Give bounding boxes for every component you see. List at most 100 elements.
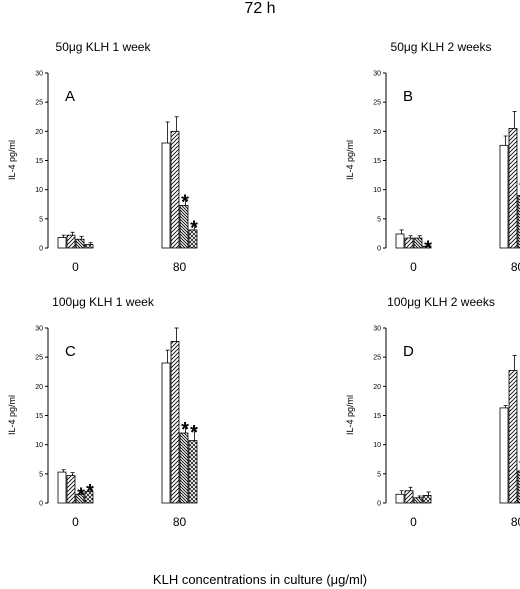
y-tick-label: 25 xyxy=(373,100,381,107)
x-tick-label: 0 xyxy=(410,515,417,529)
y-tick-label: 30 xyxy=(35,326,43,333)
bar xyxy=(499,407,509,504)
panel-label: C xyxy=(65,343,76,360)
x-ticks: 0 80 xyxy=(410,260,520,274)
y-tick-label: 25 xyxy=(373,355,381,362)
y-tick-label: 10 xyxy=(373,187,381,194)
y-tick-label: 30 xyxy=(373,71,381,78)
y-axis: 0 5 10 15 20 25 30 xyxy=(35,71,49,253)
y-tick-label: 20 xyxy=(35,129,43,136)
significance-marker: * xyxy=(424,238,432,260)
x-tick-label: 80 xyxy=(511,260,520,274)
y-tick-label: 15 xyxy=(373,158,381,165)
significance-marker: * xyxy=(181,192,189,214)
bar xyxy=(413,497,423,504)
bar xyxy=(508,370,518,504)
y-axis: 0 5 10 15 20 25 30 xyxy=(373,326,387,508)
x-tick-label: 80 xyxy=(173,515,187,529)
panel-label: A xyxy=(65,88,75,105)
panel-label: D xyxy=(403,343,414,360)
panel-label: B xyxy=(403,88,413,105)
y-tick-label: 5 xyxy=(39,216,43,223)
y-tick-label: 25 xyxy=(35,355,43,362)
bar xyxy=(179,205,189,249)
significance-marker: * xyxy=(86,481,94,503)
panel-title: 50μg KLH 1 week xyxy=(56,40,152,54)
x-tick-label: 0 xyxy=(410,260,417,274)
panel-title: 100μg KLH 1 week xyxy=(52,295,155,309)
y-tick-label: 0 xyxy=(377,246,381,253)
x-tick-label: 80 xyxy=(173,260,187,274)
y-tick-label: 20 xyxy=(373,384,381,391)
x-axis-label: KLH concentrations in culture (μg/ml) xyxy=(152,572,368,587)
bar xyxy=(75,238,85,249)
x-tick-label: 0 xyxy=(72,260,79,274)
bar xyxy=(404,490,414,504)
y-tick-label: 30 xyxy=(373,326,381,333)
y-axis-label: IL-4 pg/ml xyxy=(7,140,17,180)
bar xyxy=(57,237,67,249)
bar xyxy=(395,233,405,249)
bar xyxy=(413,237,423,249)
bar xyxy=(84,490,94,504)
significance-marker: * xyxy=(190,217,198,239)
bar xyxy=(395,493,405,504)
bar xyxy=(170,341,180,504)
y-tick-label: 15 xyxy=(35,413,43,420)
x-tick-label: 80 xyxy=(511,515,520,529)
panel-title: 50μg KLH 2 weeks xyxy=(391,40,492,54)
figure-title: 72 h xyxy=(244,0,276,17)
bar xyxy=(66,475,76,504)
y-tick-label: 30 xyxy=(35,71,43,78)
y-tick-label: 10 xyxy=(373,442,381,449)
x-ticks: 0 80 xyxy=(72,260,186,274)
panel-d: 100μg KLH 2 weeks D IL-4 pg/ml 0 5 10 15 20 2… xyxy=(345,295,520,529)
panel-b: 50μg KLH 2 weeks B IL-4 pg/ml 0 5 10 15 20 25… xyxy=(345,40,520,274)
y-axis-label: IL-4 pg/ml xyxy=(7,395,17,435)
y-tick-label: 15 xyxy=(373,413,381,420)
bar xyxy=(422,495,432,504)
bar xyxy=(161,142,171,249)
significance-marker: * xyxy=(181,419,189,441)
y-axis: 0 5 10 15 20 25 30 xyxy=(35,326,49,508)
significance-marker: * xyxy=(77,485,85,507)
y-tick-label: 10 xyxy=(35,187,43,194)
bar xyxy=(422,245,432,249)
y-tick-label: 20 xyxy=(373,129,381,136)
bar-series: *** xyxy=(395,111,520,260)
x-ticks: 0 80 xyxy=(72,515,186,529)
bar xyxy=(517,195,520,249)
y-tick-label: 20 xyxy=(35,384,43,391)
y-tick-label: 25 xyxy=(35,100,43,107)
y-tick-label: 5 xyxy=(377,216,381,223)
y-axis-label: IL-4 pg/ml xyxy=(345,140,355,180)
bar-series: ** xyxy=(57,116,198,249)
y-tick-label: 0 xyxy=(377,501,381,508)
panel-a: 50μg KLH 1 week A IL-4 pg/ml 0 5 10 15 20 25 3… xyxy=(7,40,198,274)
significance-marker: * xyxy=(190,422,198,444)
bar xyxy=(404,237,414,249)
bar xyxy=(161,362,171,504)
panel-title: 100μg KLH 2 weeks xyxy=(387,295,495,309)
y-axis: 0 5 10 15 20 25 30 xyxy=(373,71,387,253)
bar xyxy=(517,470,520,504)
y-tick-label: 10 xyxy=(35,442,43,449)
bar xyxy=(499,144,509,249)
y-tick-label: 0 xyxy=(39,246,43,253)
bar-series: * ** * xyxy=(57,327,198,507)
y-axis-label: IL-4 pg/ml xyxy=(345,395,355,435)
bar xyxy=(170,130,180,249)
y-tick-label: 5 xyxy=(377,471,381,478)
x-tick-label: 0 xyxy=(72,515,79,529)
y-tick-label: 0 xyxy=(39,501,43,508)
y-tick-label: 15 xyxy=(35,158,43,165)
panel-c: 100μg KLH 1 week C IL-4 pg/ml 0 5 10 15 20 25… xyxy=(7,295,198,529)
bar xyxy=(508,128,518,249)
y-tick-label: 5 xyxy=(39,471,43,478)
x-ticks: 0 80 xyxy=(410,515,520,529)
bar xyxy=(179,432,189,504)
bar xyxy=(188,229,198,249)
bar xyxy=(57,471,67,504)
bar xyxy=(66,234,76,249)
